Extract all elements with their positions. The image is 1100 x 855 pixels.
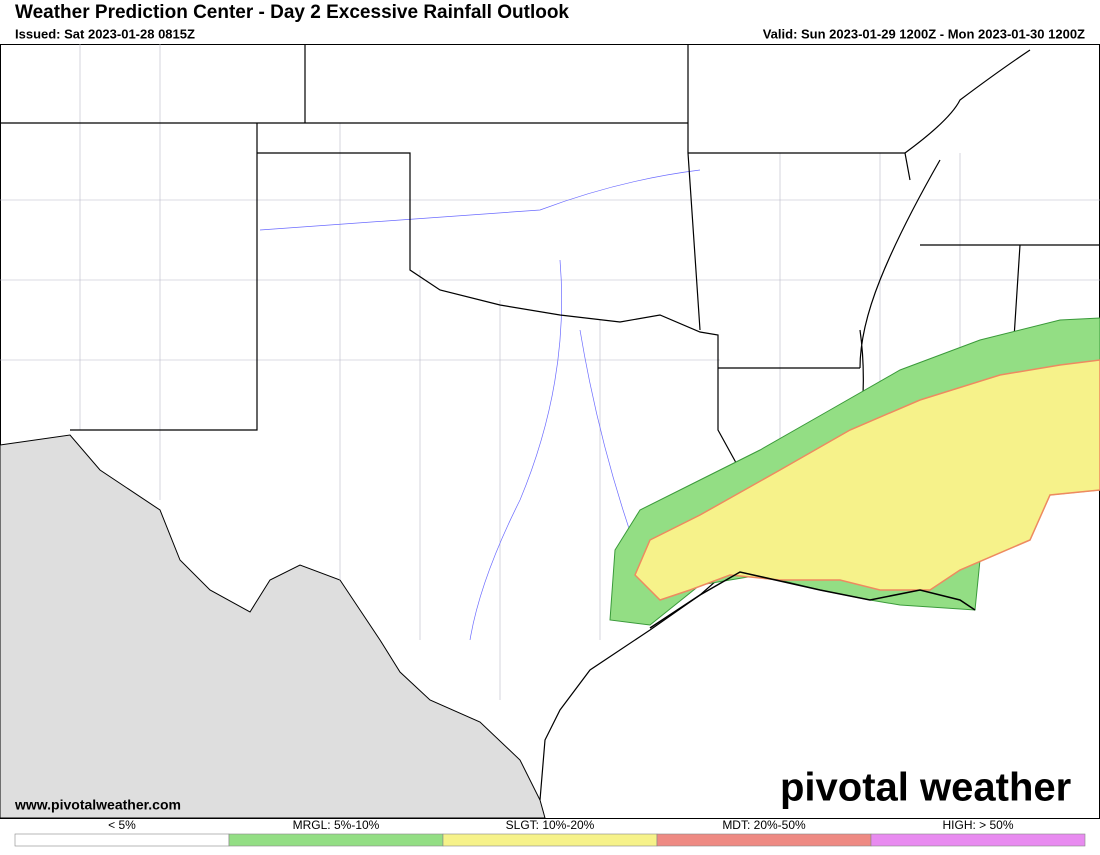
legend-label: < 5% [108,818,136,832]
legend-label: MRGL: 5%-10% [293,818,380,832]
legend-swatch [228,833,444,847]
title: Weather Prediction Center - Day 2 Excess… [15,2,569,23]
county-lines [0,44,1100,700]
map: pivotal weather www.pivotalweather.com [0,44,1100,819]
mexico [0,434,546,819]
valid: Valid: Sun 2023-01-29 1200Z - Mon 2023-0… [763,26,1085,41]
url: www.pivotalweather.com [14,797,181,813]
issued: Issued: Sat 2023-01-28 0815Z [15,26,195,41]
legend-swatch [870,833,1086,847]
legend: < 5% MRGL: 5%-10% SLGT: 10%-20% MDT: 20%-50… [14,818,1086,847]
legend-label: HIGH: > 50% [942,818,1013,832]
coastline [649,571,976,629]
slight-risk-area [634,359,1100,601]
legend-swatch [14,833,230,847]
legend-swatch [656,833,872,847]
legend-label: MDT: 20%-50% [722,818,806,832]
watermark: pivotal weather [780,766,1071,810]
legend-swatch [442,833,658,847]
legend-label: SLGT: 10%-20% [506,818,595,832]
